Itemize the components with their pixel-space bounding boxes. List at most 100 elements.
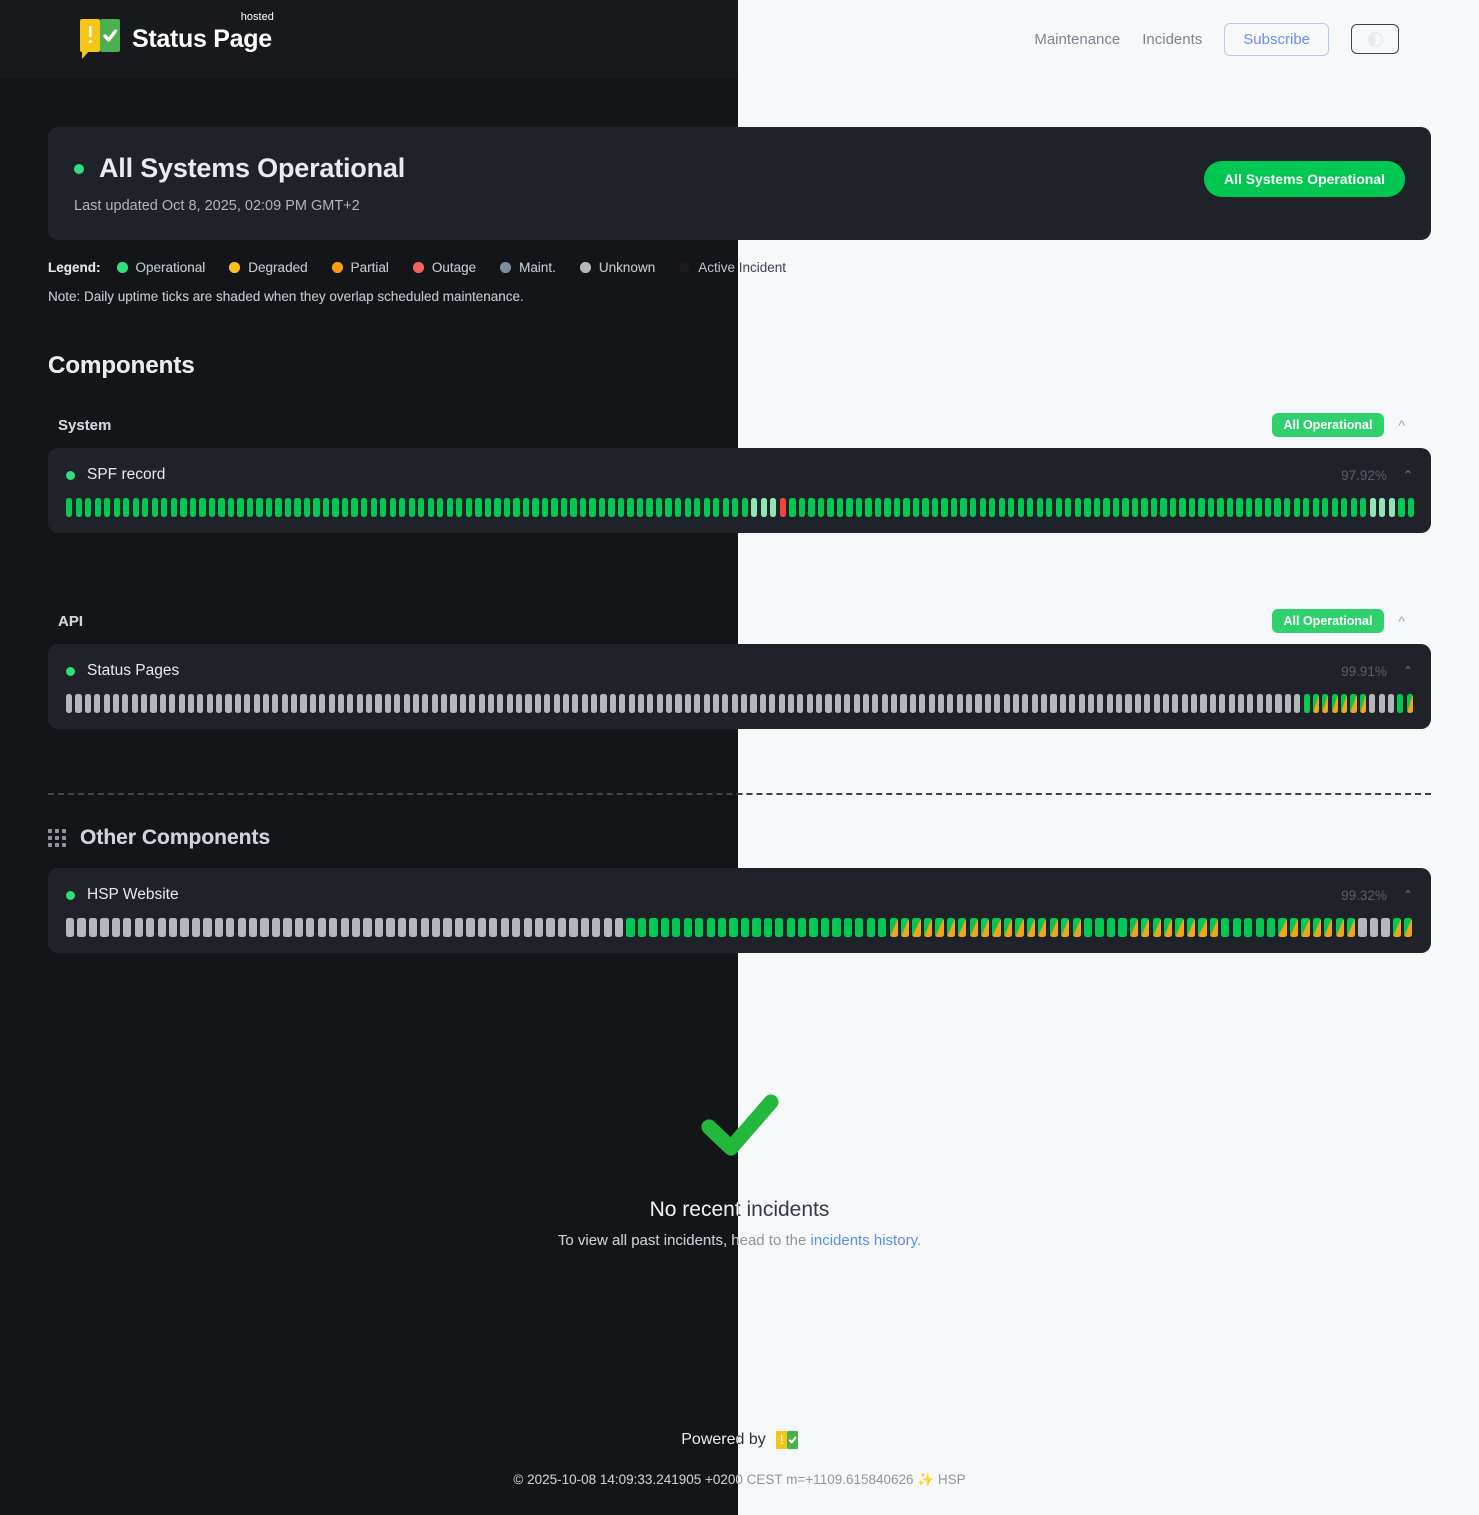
chevron-icon[interactable]: ⌃: [1402, 468, 1413, 482]
uptime-tick[interactable]: [75, 498, 82, 517]
uptime-tick[interactable]: [731, 694, 738, 713]
uptime-tick[interactable]: [75, 694, 82, 713]
uptime-tick[interactable]: [646, 498, 653, 517]
uptime-tick[interactable]: [834, 694, 841, 713]
uptime-tick[interactable]: [478, 694, 485, 713]
uptime-tick[interactable]: [253, 694, 260, 713]
uptime-tick[interactable]: [1141, 918, 1150, 937]
uptime-tick[interactable]: [891, 694, 898, 713]
uptime-tick[interactable]: [855, 498, 863, 517]
uptime-tick[interactable]: [1398, 498, 1405, 517]
uptime-tick[interactable]: [889, 918, 898, 937]
uptime-tick[interactable]: [672, 918, 681, 937]
uptime-tick[interactable]: [966, 694, 973, 713]
uptime-tick[interactable]: [1112, 498, 1120, 517]
uptime-tick[interactable]: [506, 694, 513, 713]
uptime-tick[interactable]: [1164, 918, 1173, 937]
uptime-tick[interactable]: [104, 498, 111, 517]
uptime-tick[interactable]: [827, 498, 834, 517]
uptime-tick[interactable]: [741, 498, 748, 517]
uptime-tick[interactable]: [1228, 694, 1235, 713]
uptime-tick[interactable]: [322, 498, 330, 517]
uptime-tick[interactable]: [525, 694, 532, 713]
uptime-tick[interactable]: [958, 918, 967, 937]
uptime-tick[interactable]: [403, 694, 410, 713]
uptime-tick[interactable]: [544, 694, 551, 713]
uptime-tick[interactable]: [1293, 498, 1300, 517]
uptime-tick[interactable]: [598, 498, 606, 517]
uptime-tick[interactable]: [1312, 918, 1321, 937]
group-header-api[interactable]: API All Operational ^: [48, 606, 1431, 636]
uptime-tick[interactable]: [808, 498, 815, 517]
uptime-tick[interactable]: [187, 694, 195, 713]
uptime-tick[interactable]: [825, 694, 832, 713]
uptime-tick[interactable]: [1087, 694, 1095, 713]
uptime-tick[interactable]: [443, 918, 452, 937]
chevron-up-icon[interactable]: ^: [1398, 613, 1405, 629]
uptime-tick[interactable]: [1232, 918, 1241, 937]
uptime-tick[interactable]: [122, 694, 129, 713]
uptime-tick[interactable]: [459, 694, 466, 713]
uptime-tick[interactable]: [1255, 918, 1264, 937]
uptime-tick[interactable]: [1379, 498, 1386, 517]
uptime-tick[interactable]: [246, 498, 254, 517]
uptime-tick[interactable]: [441, 694, 448, 713]
uptime-tick[interactable]: [141, 694, 148, 713]
uptime-tick[interactable]: [874, 498, 882, 517]
uptime-tick[interactable]: [862, 694, 870, 713]
uptime-tick[interactable]: [363, 918, 372, 937]
uptime-tick[interactable]: [1084, 498, 1091, 517]
uptime-tick[interactable]: [294, 498, 301, 517]
uptime-tick[interactable]: [337, 694, 345, 713]
uptime-tick[interactable]: [1407, 498, 1415, 517]
uptime-tick[interactable]: [1118, 918, 1127, 937]
uptime-tick[interactable]: [319, 694, 326, 713]
uptime-tick[interactable]: [855, 918, 864, 937]
uptime-tick[interactable]: [1031, 694, 1038, 713]
uptime-tick[interactable]: [161, 498, 168, 517]
uptime-tick[interactable]: [1125, 694, 1132, 713]
uptime-tick[interactable]: [775, 918, 784, 937]
uptime-tick[interactable]: [386, 918, 395, 937]
uptime-tick[interactable]: [283, 918, 292, 937]
uptime-tick[interactable]: [1103, 498, 1110, 517]
uptime-tick[interactable]: [1236, 498, 1243, 517]
uptime-tick[interactable]: [649, 918, 658, 937]
uptime-tick[interactable]: [275, 498, 282, 517]
uptime-tick[interactable]: [909, 694, 916, 713]
uptime-tick[interactable]: [609, 694, 616, 713]
uptime-tick[interactable]: [881, 694, 888, 713]
uptime-tick[interactable]: [1226, 498, 1234, 517]
uptime-tick[interactable]: [208, 498, 216, 517]
uptime-tick[interactable]: [694, 694, 701, 713]
uptime-tick[interactable]: [88, 918, 98, 937]
uptime-tick[interactable]: [608, 498, 615, 517]
uptime-tick[interactable]: [1274, 498, 1281, 517]
uptime-tick[interactable]: [1160, 498, 1167, 517]
uptime-tick[interactable]: [1175, 918, 1184, 937]
uptime-tick[interactable]: [1026, 918, 1035, 937]
uptime-tick[interactable]: [884, 498, 891, 517]
uptime-tick[interactable]: [706, 918, 715, 937]
uptime-tick[interactable]: [603, 918, 612, 937]
uptime-tick[interactable]: [740, 918, 750, 937]
uptime-tick[interactable]: [1275, 694, 1282, 713]
uptime-tick[interactable]: [846, 498, 853, 517]
uptime-tick[interactable]: [752, 918, 761, 937]
uptime-tick[interactable]: [227, 498, 235, 517]
uptime-tick[interactable]: [94, 694, 101, 713]
uptime-tick[interactable]: [512, 918, 521, 937]
uptime-tick[interactable]: [950, 498, 958, 517]
uptime-tick[interactable]: [1095, 918, 1104, 937]
uptime-tick[interactable]: [123, 498, 130, 517]
uptime-tick[interactable]: [1294, 694, 1301, 713]
uptime-tick[interactable]: [919, 694, 926, 713]
uptime-tick[interactable]: [1284, 694, 1291, 713]
uptime-tick[interactable]: [675, 694, 682, 713]
uptime-tick[interactable]: [394, 694, 401, 713]
uptime-tick[interactable]: [1369, 694, 1376, 713]
uptime-tick[interactable]: [660, 918, 669, 937]
uptime-tick[interactable]: [1244, 918, 1253, 937]
uptime-tick[interactable]: [1116, 694, 1123, 713]
uptime-tick[interactable]: [516, 694, 523, 713]
